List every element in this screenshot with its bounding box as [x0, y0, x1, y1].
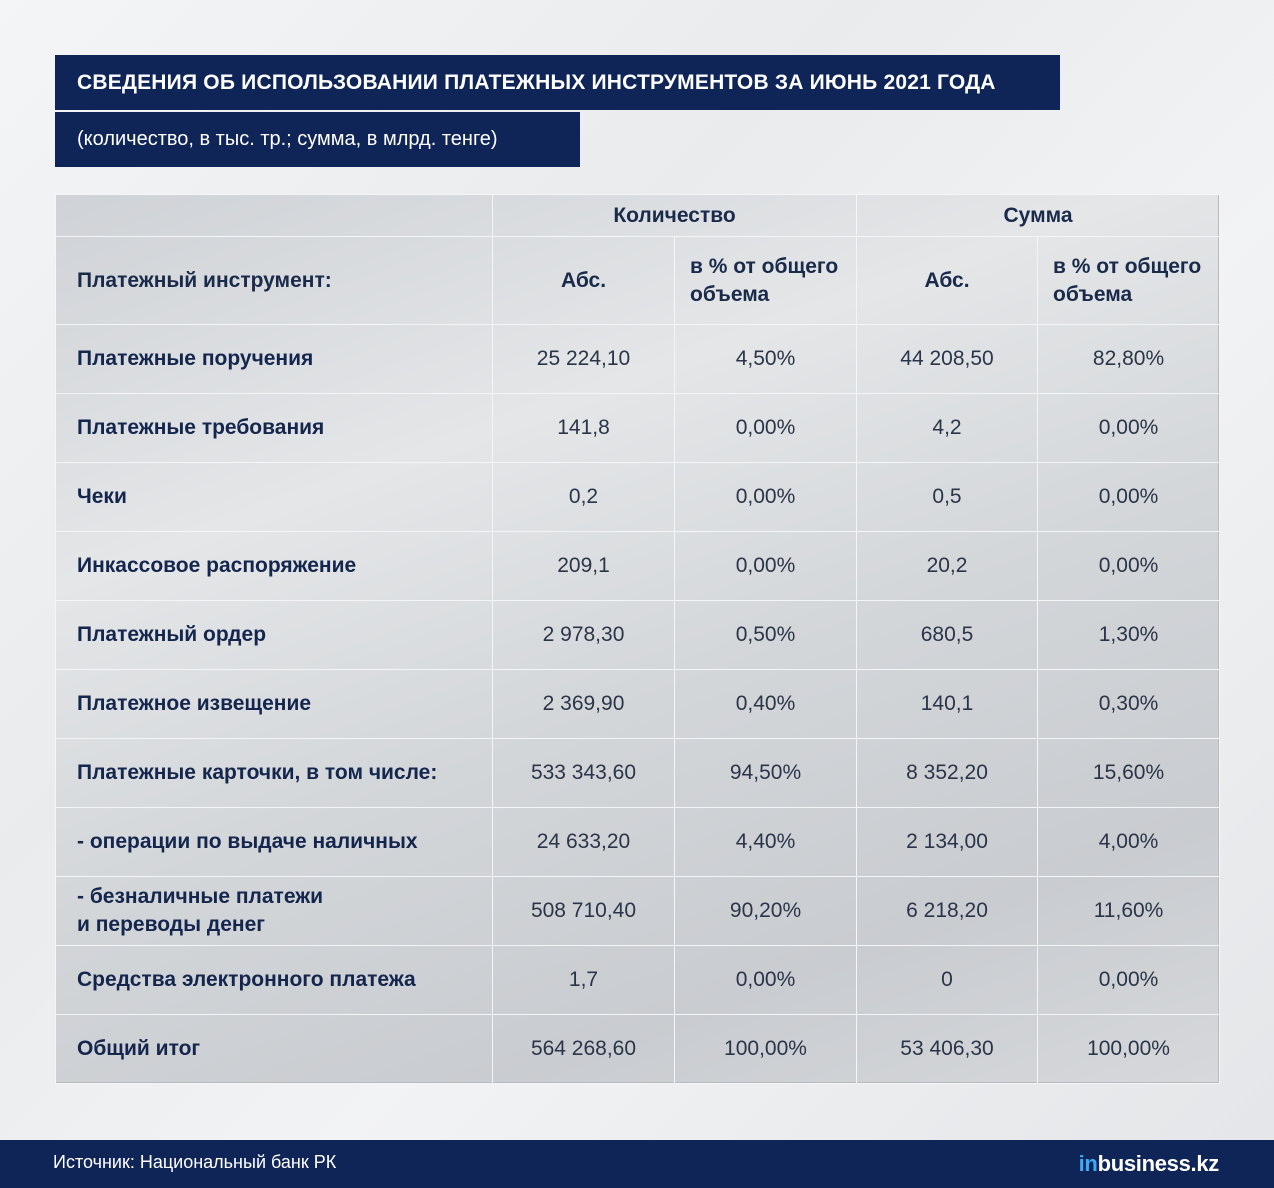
sum-percent-cell: 0,30%: [1037, 669, 1221, 739]
sum-abs-cell: 0,5: [856, 462, 1039, 532]
quantity-abs-cell: 533 343,60: [492, 738, 675, 808]
sum-abs-cell: 44 208,50: [856, 324, 1039, 394]
quantity-abs-cell: 2 978,30: [492, 600, 675, 670]
table-row: Платежный ордер 2 978,30 0,50% 680,5 1,3…: [55, 600, 1221, 670]
quantity-percent-cell: 0,50%: [673, 600, 858, 670]
group-header-sum: Сумма: [856, 194, 1221, 237]
footer-bar: Источник: Национальный банк РК inbusines…: [0, 1140, 1274, 1188]
table-row: Платежное извещение 2 369,90 0,40% 140,1…: [55, 669, 1221, 739]
sum-percent-header: в % от общего объема: [1037, 236, 1221, 325]
quantity-percent-cell: 90,20%: [673, 876, 858, 946]
quantity-abs-cell: 1,7: [492, 945, 675, 1015]
instrument-name: Платежный ордер: [55, 600, 493, 670]
quantity-percent-header: в % от общего объема: [673, 236, 858, 325]
source-note: Источник: Национальный банк РК: [53, 1152, 337, 1172]
sum-abs-cell: 680,5: [856, 600, 1039, 670]
quantity-abs-cell: 141,8: [492, 393, 675, 463]
sum-abs-cell: 8 352,20: [856, 738, 1039, 808]
sum-percent-cell: 15,60%: [1037, 738, 1221, 808]
instrument-name: - операции по выдаче наличных: [55, 807, 493, 877]
sub-header-row: Платежный инструмент: Абс. в % от общего…: [55, 236, 1221, 325]
quantity-abs-cell: 0,2: [492, 462, 675, 532]
instrument-name: Средства электронного платежа: [55, 945, 493, 1015]
sum-abs-cell: 4,2: [856, 393, 1039, 463]
quantity-abs-cell: 24 633,20: [492, 807, 675, 877]
instrument-name: Платежные карточки, в том числе:: [55, 738, 493, 808]
sum-percent-cell: 11,60%: [1037, 876, 1221, 946]
quantity-abs-cell: 209,1: [492, 531, 675, 601]
payment-instruments-table: Количество Сумма Платежный инструмент: А…: [55, 194, 1221, 1084]
quantity-abs-cell: 564 268,60: [492, 1014, 675, 1084]
quantity-percent-cell: 0,00%: [673, 531, 858, 601]
quantity-percent-cell: 4,40%: [673, 807, 858, 877]
table-row-total: Общий итог 564 268,60 100,00% 53 406,30 …: [55, 1014, 1221, 1084]
sum-percent-cell: 82,80%: [1037, 324, 1221, 394]
quantity-abs-cell: 508 710,40: [492, 876, 675, 946]
page-subtitle: (количество, в тыс. тр.; сумма, в млрд. …: [55, 112, 580, 167]
quantity-abs-header: Абс.: [492, 236, 675, 325]
sum-abs-cell: 0: [856, 945, 1039, 1015]
quantity-abs-cell: 25 224,10: [492, 324, 675, 394]
quantity-percent-cell: 94,50%: [673, 738, 858, 808]
sum-abs-cell: 20,2: [856, 531, 1039, 601]
sum-abs-cell: 140,1: [856, 669, 1039, 739]
instrument-name: Платежные поручения: [55, 324, 493, 394]
quantity-percent-cell: 100,00%: [673, 1014, 858, 1084]
table-row: Чеки 0,2 0,00% 0,5 0,00%: [55, 462, 1221, 532]
table-row: Инкассовое распоряжение 209,1 0,00% 20,2…: [55, 531, 1221, 601]
table-row: Платежные поручения 25 224,10 4,50% 44 2…: [55, 324, 1221, 394]
brand-logo-suffix: business.kz: [1097, 1151, 1220, 1176]
instrument-name: Инкассовое распоряжение: [55, 531, 493, 601]
table-row: Платежные требования 141,8 0,00% 4,2 0,0…: [55, 393, 1221, 463]
quantity-percent-cell: 0,40%: [673, 669, 858, 739]
instrument-column-header: Платежный инструмент:: [55, 236, 493, 325]
sum-abs-header: Абс.: [856, 236, 1039, 325]
table-row: - операции по выдаче наличных 24 633,20 …: [55, 807, 1221, 877]
group-header-quantity: Количество: [491, 194, 858, 237]
sum-percent-cell: 1,30%: [1037, 600, 1221, 670]
instrument-name: Чеки: [55, 462, 493, 532]
sum-percent-cell: 4,00%: [1037, 807, 1221, 877]
sum-percent-cell: 0,00%: [1037, 393, 1221, 463]
quantity-percent-cell: 0,00%: [673, 393, 858, 463]
table-row: Платежные карточки, в том числе: 533 343…: [55, 738, 1221, 808]
page-title: СВЕДЕНИЯ ОБ ИСПОЛЬЗОВАНИИ ПЛАТЕЖНЫХ ИНСТ…: [55, 55, 1060, 110]
table-row: Средства электронного платежа 1,7 0,00% …: [55, 945, 1221, 1015]
sum-abs-cell: 53 406,30: [856, 1014, 1039, 1084]
brand-logo: inbusiness.kz: [1078, 1151, 1220, 1177]
instrument-name: - безналичные платежи и переводы денег: [55, 876, 493, 946]
quantity-percent-cell: 4,50%: [673, 324, 858, 394]
instrument-name: Общий итог: [55, 1014, 493, 1084]
quantity-abs-cell: 2 369,90: [492, 669, 675, 739]
sum-percent-cell: 0,00%: [1037, 531, 1221, 601]
group-header-row: Количество Сумма: [55, 194, 1221, 237]
brand-logo-prefix: in: [1078, 1151, 1098, 1176]
quantity-percent-cell: 0,00%: [673, 945, 858, 1015]
instrument-name: Платежные требования: [55, 393, 493, 463]
sum-percent-cell: 100,00%: [1037, 1014, 1221, 1084]
sum-percent-cell: 0,00%: [1037, 945, 1221, 1015]
sum-abs-cell: 6 218,20: [856, 876, 1039, 946]
empty-corner-cell: [55, 194, 493, 237]
instrument-name-line-2: и переводы денег: [77, 913, 266, 936]
instrument-name-line-1: - безналичные платежи: [77, 885, 324, 908]
quantity-percent-cell: 0,00%: [673, 462, 858, 532]
table-row: - безналичные платежи и переводы денег 50…: [55, 876, 1221, 946]
sum-abs-cell: 2 134,00: [856, 807, 1039, 877]
sum-percent-cell: 0,00%: [1037, 462, 1221, 532]
instrument-name: Платежное извещение: [55, 669, 493, 739]
